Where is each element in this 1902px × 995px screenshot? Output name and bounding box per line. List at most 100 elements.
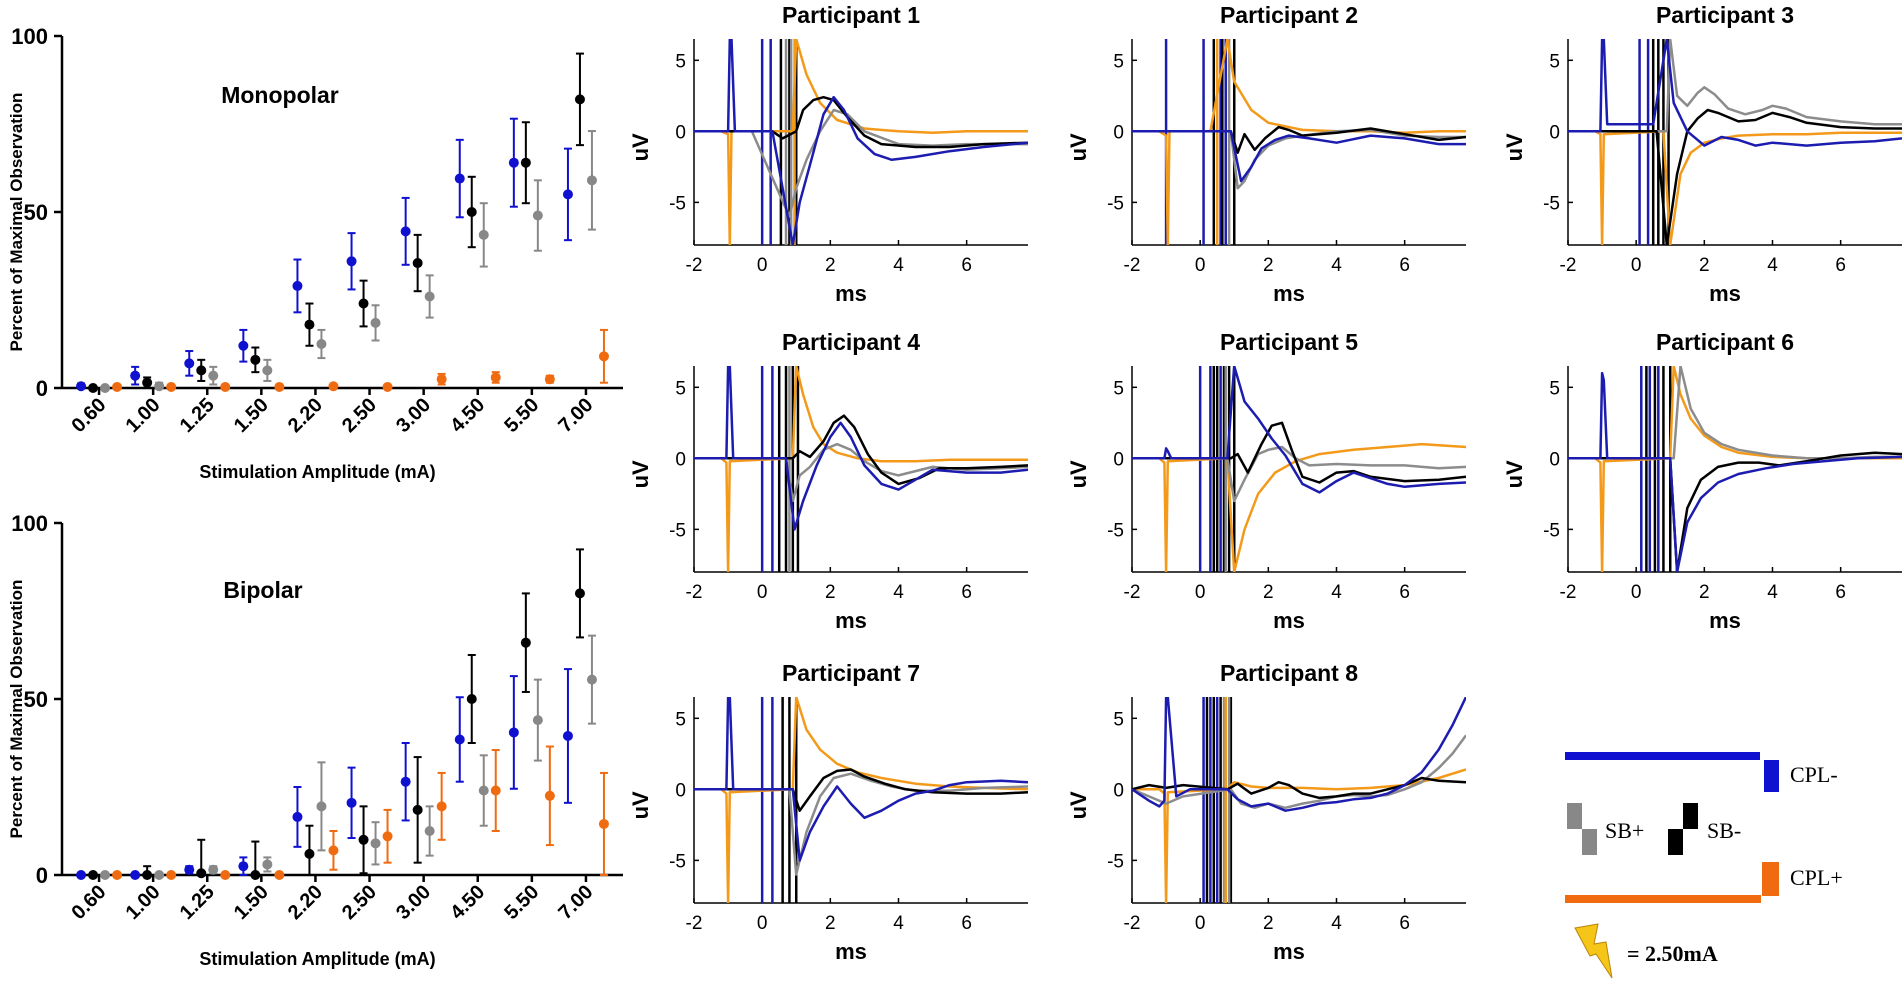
x-tick-label: 4 — [1331, 913, 1342, 934]
y-tick-label: 5 — [675, 51, 686, 72]
y-tick-label: 0 — [675, 449, 686, 470]
x-tick-label: 2.50 — [338, 881, 381, 924]
x-tick-label: 2.20 — [284, 394, 327, 437]
plot-area — [1132, 366, 1466, 572]
y-axis-label: uV — [1502, 460, 1527, 488]
data-point — [424, 291, 435, 302]
x-tick-label: 4 — [893, 582, 904, 603]
trace-sbminus — [1132, 421, 1466, 484]
y-tick-label: 5 — [675, 709, 686, 730]
data-point — [598, 351, 609, 362]
data-point — [544, 374, 555, 385]
trace-cplplus — [1132, 768, 1466, 903]
y-axis-label: uV — [628, 791, 653, 819]
y-tick-label: 5 — [1113, 378, 1124, 399]
x-tick-label: 2 — [825, 255, 836, 276]
x-axis-label: ms — [1273, 608, 1305, 633]
lightning-bolt-icon — [1574, 923, 1613, 979]
y-tick-label: -5 — [669, 520, 686, 541]
data-point — [76, 381, 87, 392]
panel-title: Participant 4 — [782, 329, 920, 355]
panel-title: Participant 1 — [782, 2, 920, 28]
data-point — [574, 94, 585, 105]
x-axis-label: Stimulation Amplitude (mA) — [199, 949, 435, 969]
y-tick-label: 5 — [1549, 378, 1560, 399]
x-tick-label: 5.50 — [500, 394, 543, 437]
legend-stim-amplitude-label: = 2.50mA — [1627, 941, 1718, 966]
y-tick-label: 0 — [675, 780, 686, 801]
data-point — [424, 826, 435, 836]
data-point — [220, 381, 231, 392]
data-point — [562, 189, 573, 200]
data-point — [466, 207, 477, 217]
data-point — [358, 834, 369, 845]
y-tick-label: 50 — [24, 687, 48, 712]
legend-sb-minus-symbol — [1668, 803, 1698, 855]
x-tick-label: 4.50 — [446, 394, 489, 437]
data-point — [154, 870, 165, 880]
trace-sbminus — [694, 768, 1028, 812]
x-axis-label: ms — [1273, 939, 1305, 964]
x-axis-label: ms — [835, 608, 867, 633]
x-tick-label: -2 — [1560, 255, 1577, 276]
trace-cplplus — [694, 697, 1028, 903]
panel-title: Participant 3 — [1656, 2, 1794, 28]
data-point — [598, 818, 609, 829]
data-point — [292, 811, 303, 822]
y-tick-label: -5 — [1107, 851, 1124, 872]
trace-panel-p7: -2 0 2 4 6 5 0 -5 Participant 7 ms uV — [628, 660, 1028, 964]
data-point — [382, 831, 393, 842]
y-tick-label: 5 — [1113, 709, 1124, 730]
y-tick-label: 5 — [1549, 51, 1560, 72]
data-point — [208, 864, 219, 875]
x-tick-label: 7.00 — [554, 394, 597, 437]
y-tick-label: -5 — [1543, 520, 1560, 541]
trace-cplplus — [694, 366, 1028, 572]
x-tick-label: 2 — [1263, 582, 1274, 603]
trace-panel-p5: -2 0 2 4 6 5 0 -5 Participant 5 ms uV — [1066, 329, 1466, 633]
x-axis-label: ms — [1709, 281, 1741, 306]
y-tick-label: 0 — [1113, 449, 1124, 470]
y-tick-label: 100 — [11, 511, 48, 536]
y-tick-label: 0 — [675, 122, 686, 143]
x-tick-label: 1.00 — [122, 394, 165, 437]
x-tick-label: 0 — [1631, 582, 1642, 603]
x-tick-label: 1.25 — [176, 881, 219, 924]
y-tick-label: 0 — [1113, 122, 1124, 143]
trace-panel-p8: -2 0 2 4 6 5 0 -5 Participant 8 ms uV — [1066, 660, 1466, 964]
y-tick-label: 0 — [1113, 780, 1124, 801]
y-tick-label: 0 — [36, 863, 48, 888]
trace-sbplus — [694, 772, 1028, 876]
data-point — [508, 727, 519, 738]
data-point — [184, 864, 195, 875]
data-point — [370, 317, 381, 328]
panel-title: Participant 2 — [1220, 2, 1358, 28]
x-tick-label: 4 — [1331, 255, 1342, 276]
x-tick-label: 1.00 — [122, 881, 165, 924]
legend-cpl-plus-label: CPL+ — [1790, 865, 1843, 890]
trace-panel-p4: -2 0 2 4 6 5 0 -5 Participant 4 ms uV — [628, 329, 1028, 633]
y-axis-label: uV — [1066, 791, 1091, 819]
y-tick-label: -5 — [1107, 520, 1124, 541]
y-axis-label: uV — [628, 133, 653, 161]
data-point — [382, 381, 393, 392]
data-point — [262, 859, 273, 870]
data-point — [196, 868, 207, 879]
trace-cplplus — [1132, 39, 1466, 245]
x-tick-label: -2 — [1124, 582, 1141, 603]
data-point — [274, 381, 285, 392]
data-point — [304, 319, 315, 330]
x-tick-label: 4.50 — [446, 881, 489, 924]
trace-sbplus — [694, 108, 1028, 218]
y-tick-label: 5 — [1113, 51, 1124, 72]
data-point — [262, 365, 273, 376]
data-point — [466, 694, 477, 704]
x-tick-label: 7.00 — [554, 881, 597, 924]
data-point — [454, 173, 465, 184]
trace-sbplus — [1568, 39, 1902, 133]
data-point — [100, 383, 111, 393]
y-axis-label: uV — [1066, 460, 1091, 488]
trace-cplminus — [1568, 371, 1902, 572]
data-point — [400, 226, 411, 237]
